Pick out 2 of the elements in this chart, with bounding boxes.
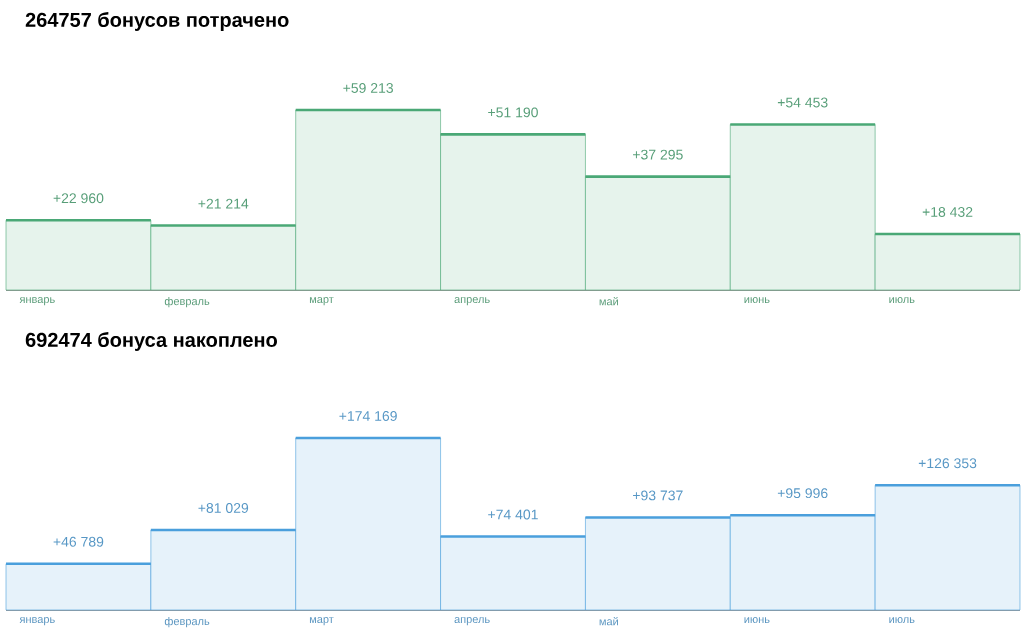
chart-title: 264757 бонусов потрачено <box>25 12 289 31</box>
chart-title: 692474 бонуса накоплено <box>25 332 277 351</box>
